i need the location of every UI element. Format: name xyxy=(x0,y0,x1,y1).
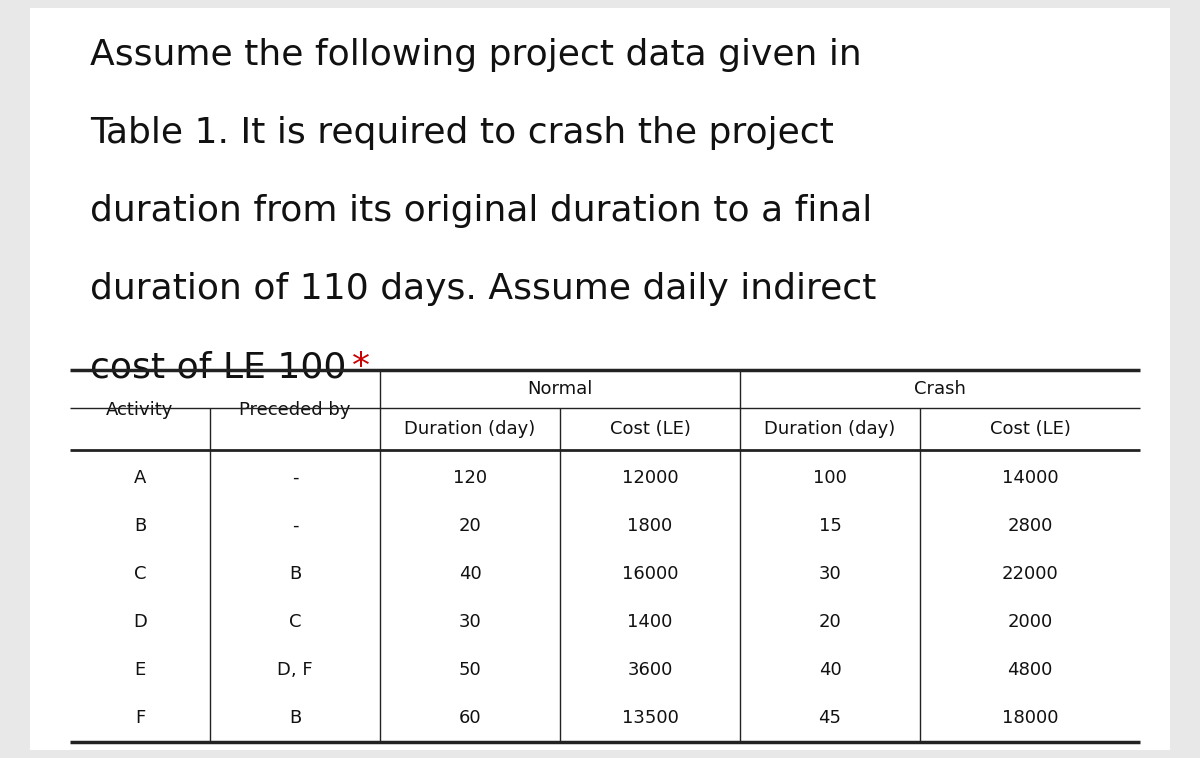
Text: F: F xyxy=(134,709,145,727)
Text: 2800: 2800 xyxy=(1007,517,1052,535)
Text: Cost (LE): Cost (LE) xyxy=(610,420,690,438)
Text: 1800: 1800 xyxy=(628,517,673,535)
Text: 16000: 16000 xyxy=(622,565,678,583)
Text: 120: 120 xyxy=(452,469,487,487)
Text: 30: 30 xyxy=(818,565,841,583)
Text: Activity: Activity xyxy=(107,401,174,419)
Text: cost of LE 100: cost of LE 100 xyxy=(90,350,358,384)
Text: 100: 100 xyxy=(814,469,847,487)
Text: B: B xyxy=(289,709,301,727)
Text: 1400: 1400 xyxy=(628,613,673,631)
Text: duration of 110 days. Assume daily indirect: duration of 110 days. Assume daily indir… xyxy=(90,272,876,306)
Text: 50: 50 xyxy=(458,661,481,679)
Text: Duration (day): Duration (day) xyxy=(764,420,895,438)
Text: 3600: 3600 xyxy=(628,661,673,679)
Text: 4800: 4800 xyxy=(1007,661,1052,679)
Text: -: - xyxy=(292,517,299,535)
Text: 15: 15 xyxy=(818,517,841,535)
Text: duration from its original duration to a final: duration from its original duration to a… xyxy=(90,194,872,228)
Text: *: * xyxy=(352,350,370,384)
Text: E: E xyxy=(134,661,145,679)
Text: 12000: 12000 xyxy=(622,469,678,487)
Text: Table 1. It is required to crash the project: Table 1. It is required to crash the pro… xyxy=(90,116,834,150)
Text: 60: 60 xyxy=(458,709,481,727)
Text: B: B xyxy=(134,517,146,535)
Text: C: C xyxy=(289,613,301,631)
Text: Preceded by: Preceded by xyxy=(239,401,350,419)
Text: A: A xyxy=(134,469,146,487)
Text: 13500: 13500 xyxy=(622,709,678,727)
Text: -: - xyxy=(292,469,299,487)
Text: D: D xyxy=(133,613,146,631)
Text: 22000: 22000 xyxy=(1002,565,1058,583)
Text: 30: 30 xyxy=(458,613,481,631)
Text: Normal: Normal xyxy=(527,380,593,398)
Text: Duration (day): Duration (day) xyxy=(404,420,535,438)
Text: 45: 45 xyxy=(818,709,841,727)
Text: 2000: 2000 xyxy=(1007,613,1052,631)
Text: 18000: 18000 xyxy=(1002,709,1058,727)
Text: 40: 40 xyxy=(818,661,841,679)
Text: 20: 20 xyxy=(818,613,841,631)
Text: Crash: Crash xyxy=(914,380,966,398)
Text: 40: 40 xyxy=(458,565,481,583)
Text: B: B xyxy=(289,565,301,583)
Text: Cost (LE): Cost (LE) xyxy=(990,420,1070,438)
Text: Assume the following project data given in: Assume the following project data given … xyxy=(90,38,862,72)
Text: C: C xyxy=(133,565,146,583)
Text: D, F: D, F xyxy=(277,661,313,679)
Text: 14000: 14000 xyxy=(1002,469,1058,487)
Text: 20: 20 xyxy=(458,517,481,535)
